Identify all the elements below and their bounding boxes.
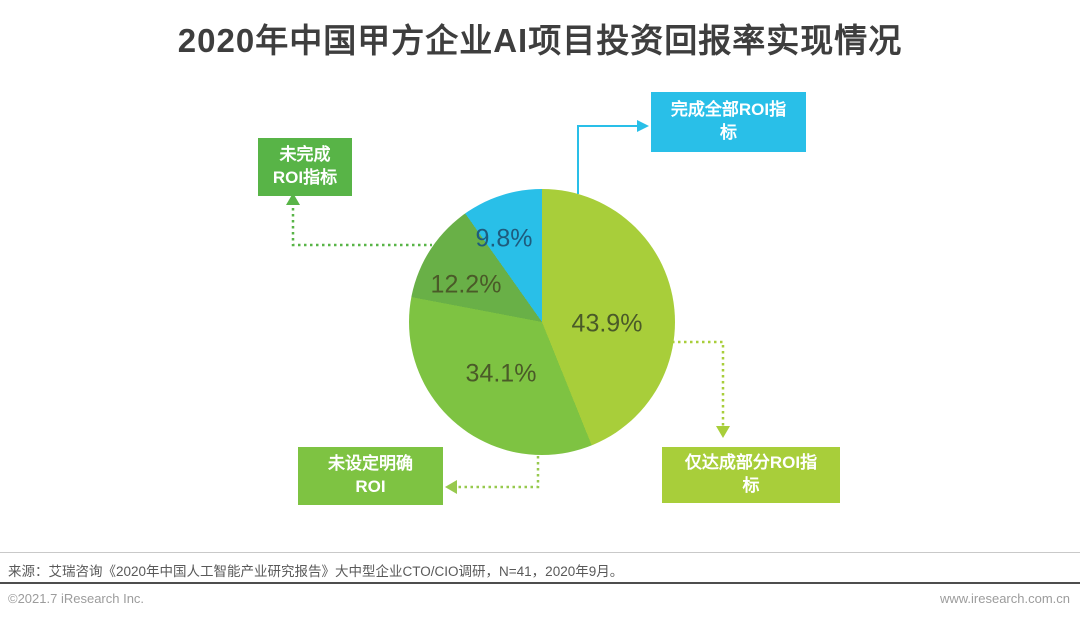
slice-label-no-roi-set: 34.1% bbox=[465, 359, 537, 388]
leader-line-no-roi-set bbox=[453, 456, 540, 489]
chart-title: 2020年中国甲方企业AI项目投资回报率实现情况 bbox=[177, 22, 903, 59]
arrowhead-left-icon bbox=[445, 480, 457, 494]
slice-label-incomplete-roi: 12.2% bbox=[430, 270, 502, 299]
callout-box-no-roi-set: 未设定明确 ROI bbox=[298, 447, 443, 505]
leader-line-incomplete-roi bbox=[291, 202, 432, 247]
slice-label-partial-roi: 43.9% bbox=[571, 309, 643, 338]
arrowhead-down-icon bbox=[716, 426, 730, 438]
arrowhead-right-icon bbox=[637, 120, 649, 132]
callout-box-partial-roi: 仅达成部分ROI指 标 bbox=[662, 447, 840, 503]
pie-chart bbox=[409, 189, 675, 455]
website-url: www.iresearch.com.cn bbox=[939, 591, 1070, 606]
copyright-text: ©2021.7 iResearch Inc. bbox=[8, 591, 145, 606]
divider-dark bbox=[0, 582, 1080, 584]
divider-light bbox=[0, 552, 1080, 553]
source-note: 来源：艾瑞咨询《2020年中国人工智能产业研究报告》大中型企业CTO/CIO调研… bbox=[8, 564, 624, 579]
callout-box-complete-roi: 完成全部ROI指 标 bbox=[651, 92, 806, 152]
leader-line-partial-roi bbox=[672, 340, 725, 428]
slice-label-complete-roi: 9.8% bbox=[475, 224, 533, 253]
leader-line-complete-roi bbox=[577, 125, 639, 194]
callout-box-incomplete-roi: 未完成 ROI指标 bbox=[258, 138, 352, 196]
